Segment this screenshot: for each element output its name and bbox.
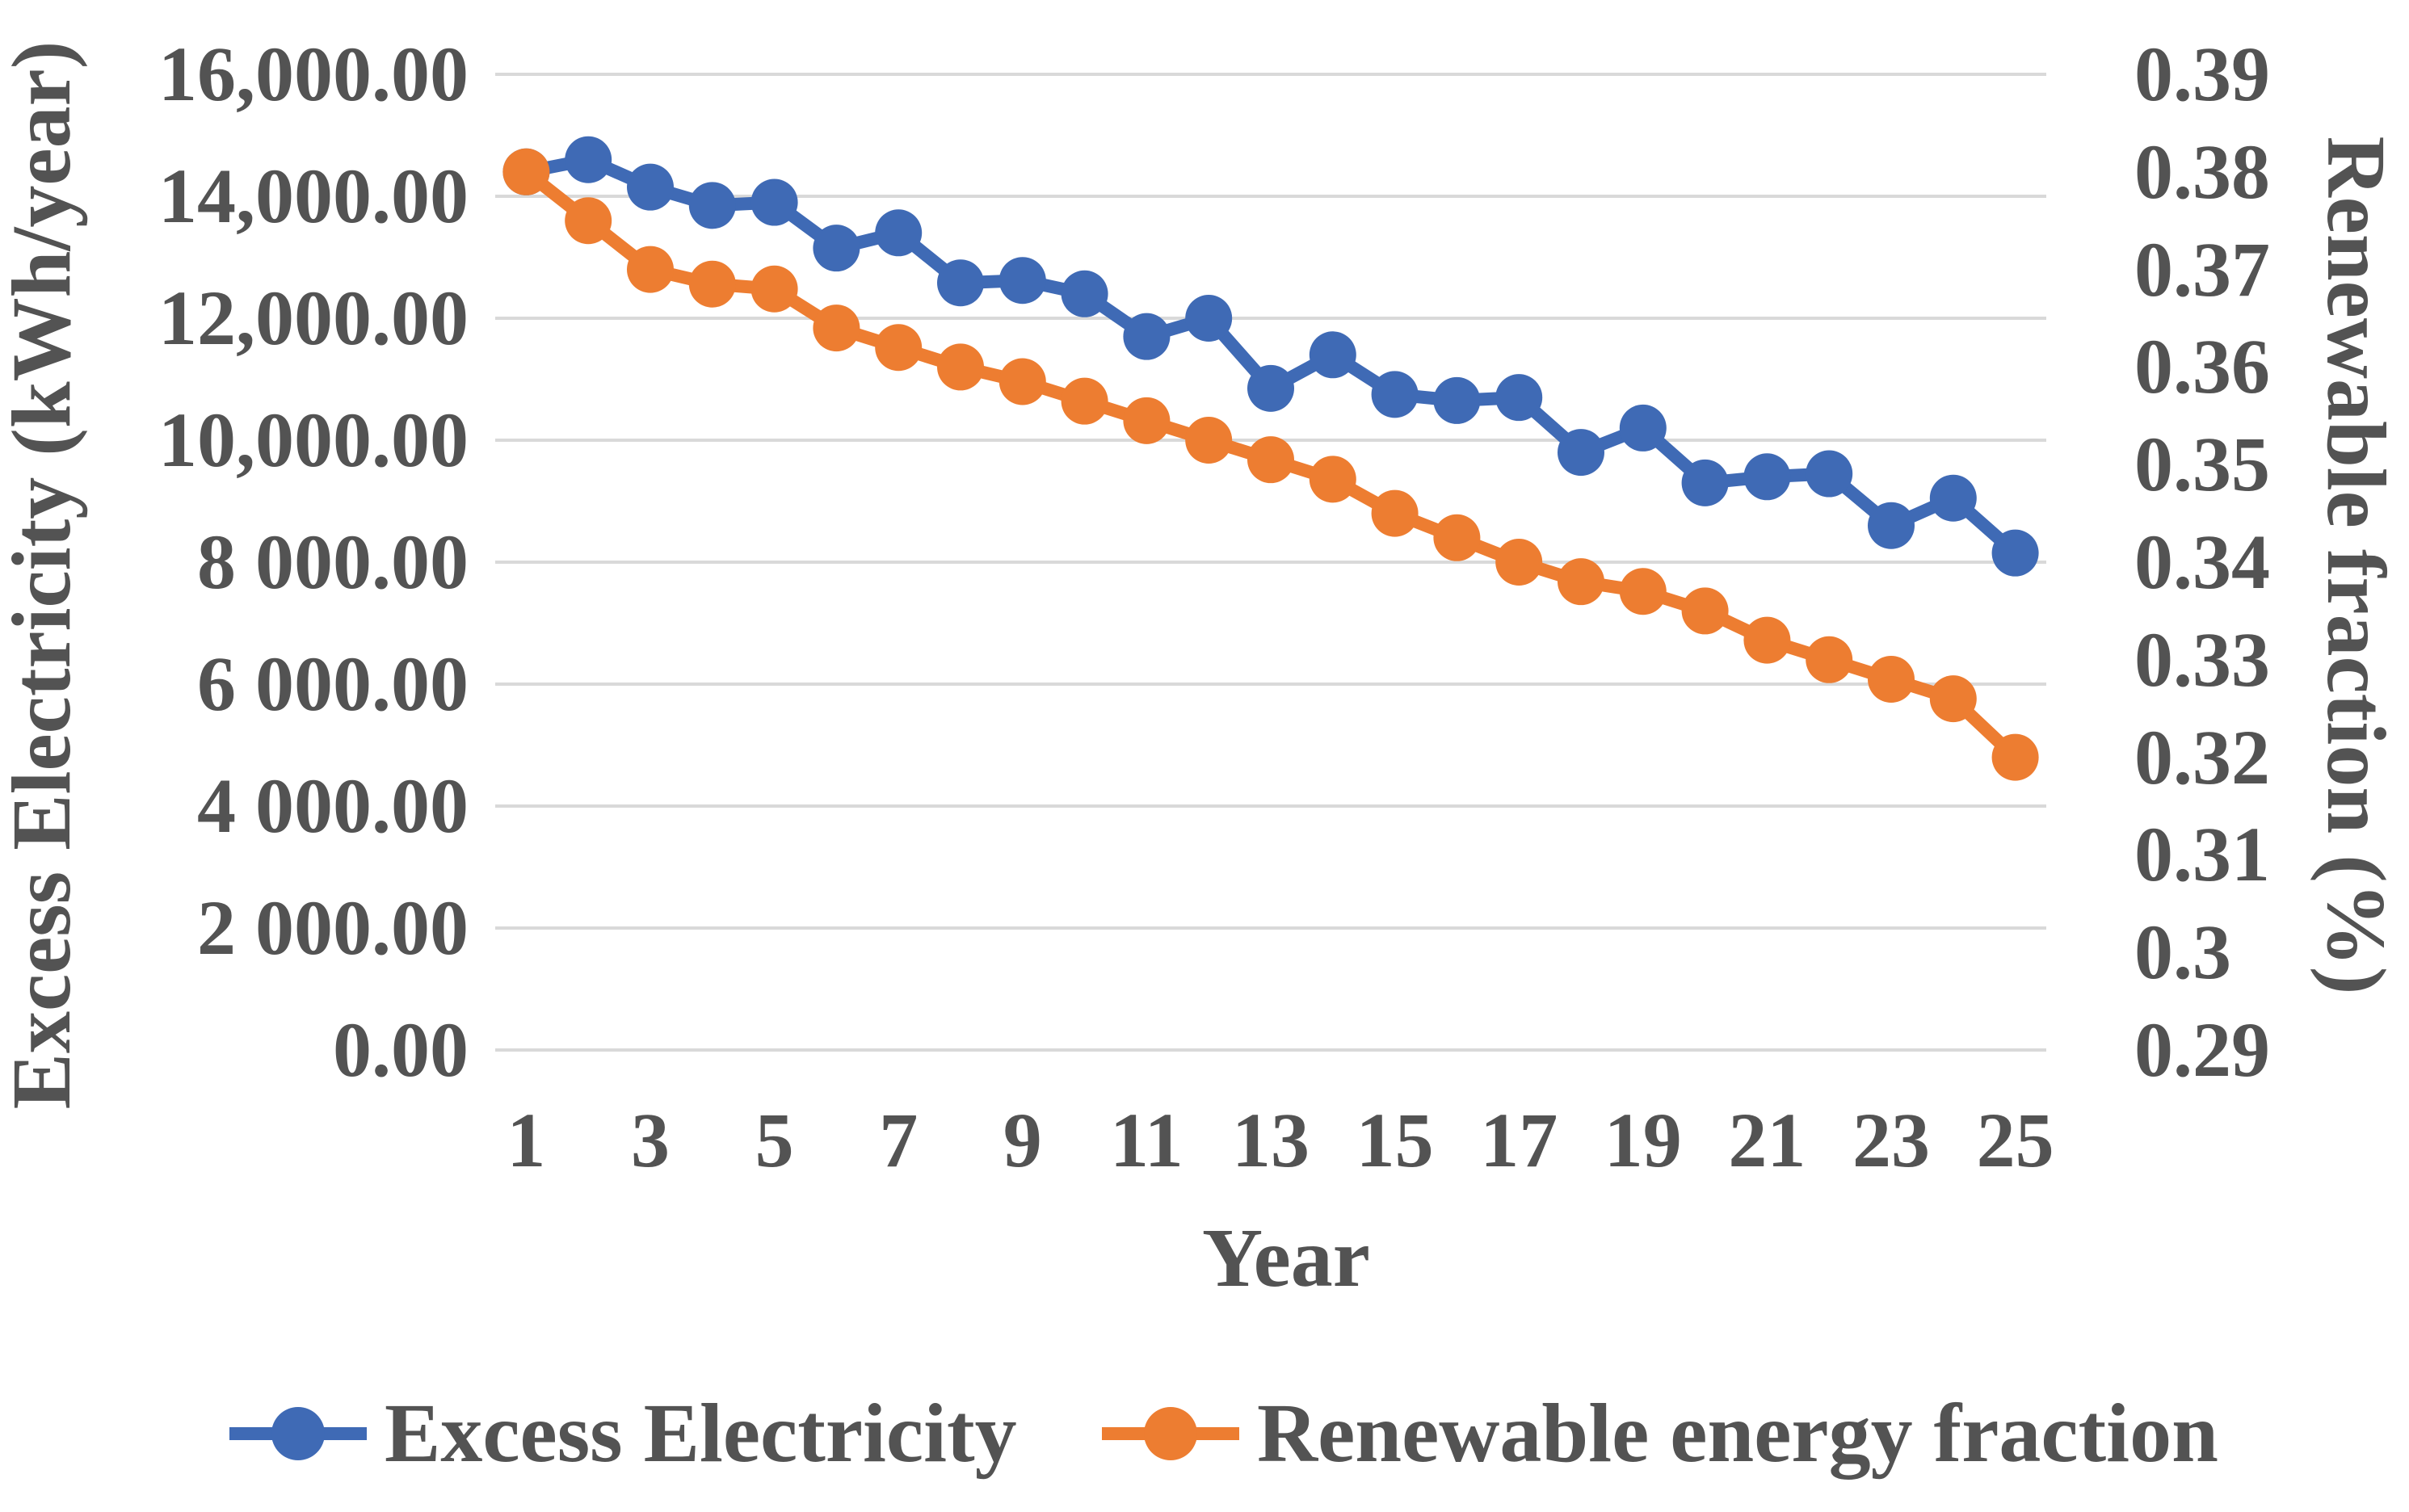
- data-point: [813, 225, 860, 272]
- data-point: [937, 343, 984, 391]
- data-point: [1371, 489, 1419, 537]
- legend-label-excess-electricity: Excess Electricity: [385, 1387, 1017, 1480]
- data-point: [1247, 364, 1294, 412]
- data-point: [1185, 295, 1233, 342]
- x-tick-label: 15: [1356, 1097, 1434, 1183]
- y-left-tick-label: 10,000.00: [158, 397, 469, 483]
- y-right-tick-label: 0.38: [2134, 128, 2270, 215]
- data-point: [1619, 404, 1667, 452]
- y-right-tick-label: 0.36: [2134, 323, 2270, 410]
- data-point: [1185, 417, 1233, 464]
- legend-dot-orange: [1144, 1407, 1197, 1460]
- data-point: [627, 163, 674, 211]
- y-right-tick-label: 0.32: [2134, 713, 2270, 800]
- data-point: [1495, 374, 1543, 422]
- x-tick-label: 1: [507, 1097, 546, 1183]
- x-tick-label: 25: [1976, 1097, 2054, 1183]
- x-tick-label: 5: [755, 1097, 794, 1183]
- data-point: [1681, 459, 1729, 506]
- y-axis-left-title: Excess Electricity (kWh/year): [0, 40, 88, 1110]
- data-point: [565, 136, 612, 183]
- y-right-tick-label: 0.34: [2134, 519, 2270, 605]
- data-point: [813, 304, 860, 352]
- data-point: [750, 265, 798, 313]
- x-tick-label: 17: [1480, 1097, 1558, 1183]
- data-point: [1619, 568, 1667, 615]
- data-point: [1991, 733, 2039, 781]
- y-right-tick-label: 0.3: [2134, 909, 2231, 996]
- y-left-tick-label: 14,000.00: [158, 153, 469, 239]
- x-axis-title: Year: [1202, 1212, 1370, 1304]
- data-point: [1061, 270, 1108, 317]
- renewable-fraction-series-marker-icon: [1102, 1373, 1239, 1494]
- data-point: [1929, 474, 1977, 522]
- y-left-tick-label: 12,000.00: [158, 275, 469, 361]
- x-tick-label: 11: [1110, 1097, 1183, 1183]
- data-point: [998, 257, 1046, 304]
- data-point: [1309, 456, 1356, 503]
- data-point: [1806, 636, 1853, 683]
- y-right-tick-label: 0.31: [2134, 811, 2270, 898]
- y-left-tick-label: 8 000.00: [197, 519, 469, 605]
- x-tick-label: 7: [879, 1097, 919, 1183]
- y-right-tick-label: 0.39: [2134, 31, 2270, 117]
- data-point: [565, 197, 612, 245]
- y-right-tick-label: 0.33: [2134, 615, 2270, 703]
- x-tick-label: 13: [1232, 1097, 1310, 1183]
- y-left-tick-label: 4 000.00: [197, 762, 469, 849]
- data-point: [1991, 529, 2039, 577]
- data-point: [1743, 453, 1791, 501]
- data-point: [1868, 502, 1915, 549]
- data-point: [1681, 587, 1729, 635]
- data-point: [1371, 371, 1419, 418]
- data-point: [750, 178, 798, 226]
- data-point: [1123, 397, 1171, 444]
- data-point: [1061, 377, 1108, 425]
- x-tick-label: 23: [1852, 1097, 1930, 1183]
- data-point: [1247, 436, 1294, 484]
- y-right-tick-label: 0.29: [2134, 1006, 2270, 1093]
- legend-item-renewable-energy-fraction: Renewable energy fraction: [1102, 1373, 2218, 1494]
- y-left-tick-label: 2 000.00: [197, 884, 469, 971]
- y-left-tick-label: 0.00: [333, 1006, 469, 1093]
- y-right-tick-label: 0.37: [2134, 225, 2270, 313]
- data-point: [1123, 313, 1171, 360]
- data-point: [998, 358, 1046, 405]
- x-tick-label: 3: [631, 1097, 670, 1183]
- excess-electricity-series-marker-icon: [229, 1373, 367, 1494]
- y-left-tick-label: 16,000.00: [158, 31, 469, 117]
- x-tick-label: 21: [1728, 1097, 1806, 1183]
- x-tick-label: 19: [1604, 1097, 1682, 1183]
- data-point: [627, 246, 674, 293]
- series-line-excess-electricity: [519, 153, 2022, 560]
- data-point: [688, 182, 736, 229]
- data-point: [1929, 675, 1977, 723]
- data-point: [1309, 331, 1356, 379]
- data-point: [1806, 450, 1853, 498]
- y-right-tick-label: 0.35: [2134, 421, 2270, 508]
- data-point: [875, 324, 923, 372]
- x-tick-label: 9: [1003, 1097, 1042, 1183]
- data-point: [1558, 429, 1604, 477]
- y-left-tick-label: 6 000.00: [197, 640, 469, 727]
- legend-dot-blue: [271, 1407, 325, 1460]
- data-point: [1558, 558, 1604, 606]
- data-point: [1433, 514, 1481, 561]
- data-point: [1433, 376, 1481, 424]
- data-point: [937, 259, 984, 307]
- legend: Excess Electricity Renewable energy frac…: [0, 1373, 2409, 1494]
- data-point: [875, 209, 923, 257]
- legend-label-renewable-energy-fraction: Renewable energy fraction: [1257, 1387, 2218, 1480]
- data-point: [1868, 655, 1915, 703]
- data-point: [1495, 539, 1543, 586]
- data-point: [502, 148, 550, 195]
- data-point: [1743, 616, 1791, 664]
- data-point: [688, 260, 736, 308]
- y-axis-right-title: Renewable fraction (%): [2310, 136, 2403, 995]
- legend-item-excess-electricity: Excess Electricity: [229, 1373, 1017, 1494]
